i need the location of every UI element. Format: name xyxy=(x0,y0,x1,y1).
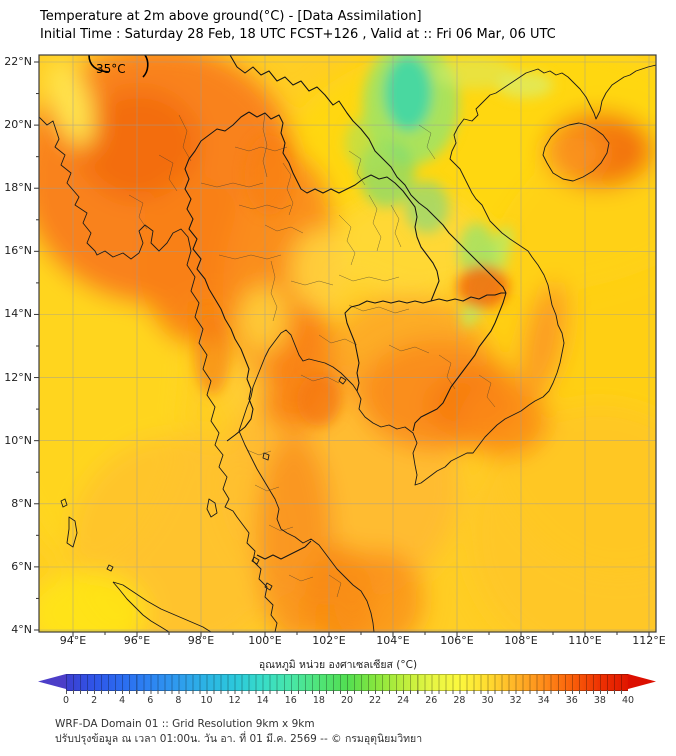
lon-tick-label: 96°E xyxy=(123,634,151,647)
colorbar-tick-label: 26 xyxy=(425,695,438,706)
colorbar-tick-label: 10 xyxy=(200,695,213,706)
colorbar-tick-label: 40 xyxy=(621,695,635,706)
lon-tick-label: 110°E xyxy=(568,634,602,647)
page-subtitle: Initial Time : Saturday 28 Feb, 18 UTC F… xyxy=(40,27,556,42)
colorbar-tick-label: 12 xyxy=(228,695,241,706)
lat-tick-label: 14°N xyxy=(4,307,32,321)
lon-axis: 94°E 96°E 98°E 100°E 102°E 104°E 106°E 108°E 110… xyxy=(39,634,666,648)
lon-tick-label: 94°E xyxy=(59,634,87,647)
colorbar-tick-label: 20 xyxy=(340,695,354,706)
colorbar-tick-label: 4 xyxy=(119,695,126,706)
page-title: Temperature at 2m above ground(°C) - [Da… xyxy=(40,9,422,24)
colorbar-tick-label: 16 xyxy=(284,695,297,706)
colorbar-right-arrow xyxy=(628,674,656,689)
lat-tick-label: 12°N xyxy=(4,370,32,384)
colorbar-tick-label: 32 xyxy=(509,695,522,706)
lon-tick-label: 98°E xyxy=(187,634,215,647)
colorbar-minor-ticks xyxy=(66,690,628,694)
colorbar-left-arrow xyxy=(38,674,66,689)
coastlines xyxy=(39,64,656,632)
lat-tick-label: 10°N xyxy=(4,433,32,447)
lon-tick-label: 102°E xyxy=(312,634,346,647)
country-borders xyxy=(184,55,507,560)
map-header: Temperature at 2m above ground(°C) - [Da… xyxy=(40,8,556,44)
lon-tick-label: 112°E xyxy=(632,634,666,647)
colorbar-tick-label: 34 xyxy=(537,695,550,706)
colorbar-tick-label: 24 xyxy=(397,695,410,706)
colorbar-tick-label: 0 xyxy=(62,695,70,706)
lon-tick-label: 108°E xyxy=(504,634,538,647)
contour-label-35c: 35°C xyxy=(96,62,126,76)
lat-tick-label: 22°N xyxy=(4,55,32,68)
colorbar-tick-label: 8 xyxy=(175,695,182,706)
colorbar-title: อุณหภูมิ หน่วย องศาเซลเซียส (°C) xyxy=(258,659,418,671)
colorbar-tick-label: 38 xyxy=(593,695,606,706)
contour-35c xyxy=(88,54,149,78)
province-borders xyxy=(128,112,496,598)
colorbar-segment-lines xyxy=(66,675,628,690)
lon-tick-label: 104°E xyxy=(376,634,410,647)
colorbar-tick-label: 18 xyxy=(312,695,325,706)
lat-tick-label: 8°N xyxy=(11,496,32,510)
lat-tick-label: 18°N xyxy=(4,181,32,195)
footer-model-info: WRF-DA Domain 01 :: Grid Resolution 9km … xyxy=(55,718,315,730)
colorbar-tick-label: 30 xyxy=(481,695,494,706)
lat-tick-label: 20°N xyxy=(4,118,32,132)
colorbar-tick-label: 14 xyxy=(256,695,269,706)
map-footer: WRF-DA Domain 01 :: Grid Resolution 9km … xyxy=(55,717,422,747)
colorbar-tick-labels: 0 2 4 6 8 10 12 14 16 18 20 22 24 26 28 30 32 34 36 38 40 xyxy=(62,695,634,706)
map-canvas: 35°C xyxy=(34,54,657,637)
lat-axis: 22°N 20°N 18°N 16°N 14°N 12°N 10°N 8°N 6°N 4°N xyxy=(0,55,36,636)
lon-tick-label: 106°E xyxy=(440,634,474,647)
colorbar-tick-label: 36 xyxy=(565,695,578,706)
temperature-field xyxy=(39,55,656,632)
colorbar-tick-label: 2 xyxy=(91,695,98,706)
lat-tick-label: 4°N xyxy=(11,622,32,636)
temperature-map-svg: 35°C xyxy=(34,54,657,637)
colorbar-tick-label: 22 xyxy=(369,695,382,706)
colorbar-tick-label: 28 xyxy=(453,695,466,706)
lon-tick-label: 100°E xyxy=(248,634,282,647)
lat-tick-label: 6°N xyxy=(11,559,32,573)
footer-update-info: ปรับปรุงข้อมูล ณ เวลา 01:00น. วัน อา. ที… xyxy=(55,733,423,745)
lat-tick-label: 16°N xyxy=(4,244,32,258)
grid-lines xyxy=(39,55,656,632)
colorbar-gradient xyxy=(66,674,628,691)
colorbar-tick-label: 6 xyxy=(147,695,154,706)
map-frame xyxy=(38,54,657,633)
